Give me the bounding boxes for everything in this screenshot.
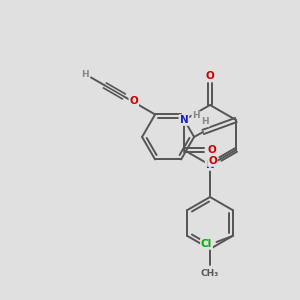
Text: O: O (208, 145, 216, 155)
Text: H: H (201, 118, 209, 127)
Text: N: N (180, 115, 188, 125)
Text: O: O (129, 97, 138, 106)
Text: O: O (208, 156, 217, 166)
Text: O: O (206, 71, 214, 81)
Text: H: H (81, 70, 89, 79)
Text: N: N (206, 160, 214, 170)
Text: H: H (192, 112, 200, 121)
Text: Cl: Cl (201, 239, 212, 249)
Text: CH₃: CH₃ (201, 268, 219, 278)
